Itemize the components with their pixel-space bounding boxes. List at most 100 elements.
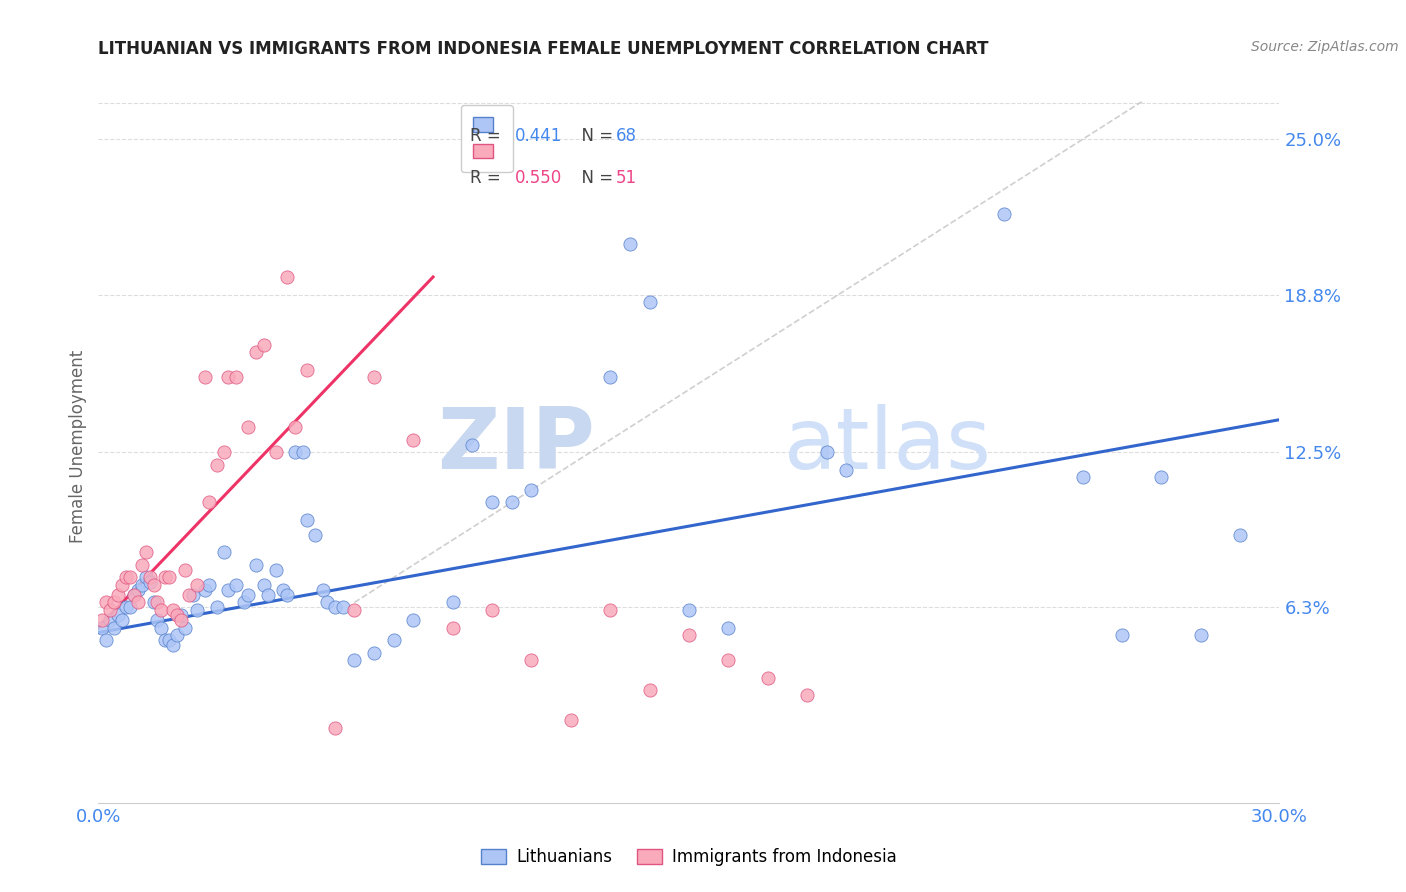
Point — [796, 688, 818, 702]
Point — [343, 653, 366, 667]
Point — [217, 582, 239, 597]
Point — [135, 545, 157, 559]
Point — [402, 613, 425, 627]
Point — [142, 595, 165, 609]
Point — [1189, 628, 1212, 642]
Text: R =: R = — [471, 127, 506, 145]
Point — [214, 445, 236, 459]
Point — [402, 433, 425, 447]
Point — [135, 570, 157, 584]
Point — [103, 621, 125, 635]
Point — [323, 721, 346, 735]
Text: Source: ZipAtlas.com: Source: ZipAtlas.com — [1251, 40, 1399, 54]
Point — [520, 653, 543, 667]
Point — [638, 683, 661, 698]
Point — [678, 603, 700, 617]
Point — [98, 603, 121, 617]
Point — [1229, 528, 1251, 542]
Point — [619, 237, 641, 252]
Point — [174, 563, 197, 577]
Point — [264, 563, 287, 577]
Point — [276, 270, 298, 285]
Point — [756, 671, 779, 685]
Point — [181, 588, 204, 602]
Point — [461, 438, 484, 452]
Point — [332, 600, 354, 615]
Point — [122, 588, 145, 602]
Point — [236, 420, 259, 434]
Point — [111, 578, 134, 592]
Point — [142, 578, 165, 592]
Y-axis label: Female Unemployment: Female Unemployment — [69, 350, 87, 542]
Point — [441, 621, 464, 635]
Point — [177, 588, 200, 602]
Point — [481, 495, 503, 509]
Point — [815, 445, 838, 459]
Point — [146, 613, 169, 627]
Point — [1071, 470, 1094, 484]
Point — [91, 613, 114, 627]
Point — [560, 713, 582, 727]
Point — [118, 570, 141, 584]
Point — [323, 600, 346, 615]
Point — [96, 633, 118, 648]
Text: atlas: atlas — [783, 404, 991, 488]
Point — [284, 420, 307, 434]
Point — [481, 603, 503, 617]
Point — [599, 370, 621, 384]
Point — [264, 445, 287, 459]
Point — [253, 578, 276, 592]
Point — [98, 613, 121, 627]
Point — [166, 607, 188, 622]
Point — [273, 582, 295, 597]
Point — [118, 600, 141, 615]
Text: N =: N = — [571, 127, 619, 145]
Point — [103, 595, 125, 609]
Point — [717, 653, 740, 667]
Point — [138, 575, 160, 590]
Point — [363, 646, 385, 660]
Text: 51: 51 — [616, 169, 637, 187]
Text: ZIP: ZIP — [437, 404, 595, 488]
Point — [205, 458, 228, 472]
Point — [520, 483, 543, 497]
Point — [150, 603, 173, 617]
Point — [115, 600, 138, 615]
Point — [245, 345, 267, 359]
Point — [225, 370, 247, 384]
Point — [253, 337, 276, 351]
Point — [276, 588, 298, 602]
Point — [304, 528, 326, 542]
Point — [138, 570, 160, 584]
Point — [131, 558, 153, 572]
Point — [131, 578, 153, 592]
Point — [312, 582, 335, 597]
Point — [1111, 628, 1133, 642]
Point — [127, 582, 149, 597]
Point — [157, 633, 180, 648]
Point — [127, 595, 149, 609]
Text: R =: R = — [471, 169, 506, 187]
Point — [150, 621, 173, 635]
Point — [295, 513, 318, 527]
Point — [233, 595, 256, 609]
Point — [174, 621, 197, 635]
Point — [441, 595, 464, 609]
Point — [382, 633, 405, 648]
Point — [225, 578, 247, 592]
Point — [501, 495, 523, 509]
Point — [186, 603, 208, 617]
Point — [162, 603, 184, 617]
Legend: Lithuanians, Immigrants from Indonesia: Lithuanians, Immigrants from Indonesia — [474, 842, 904, 873]
Point — [1150, 470, 1173, 484]
Point — [835, 463, 858, 477]
Point — [155, 633, 177, 648]
Point — [96, 595, 118, 609]
Point — [91, 621, 114, 635]
Point — [107, 607, 129, 622]
Point — [186, 578, 208, 592]
Text: N =: N = — [571, 169, 619, 187]
Point — [197, 495, 219, 509]
Point — [717, 621, 740, 635]
Point — [170, 607, 193, 622]
